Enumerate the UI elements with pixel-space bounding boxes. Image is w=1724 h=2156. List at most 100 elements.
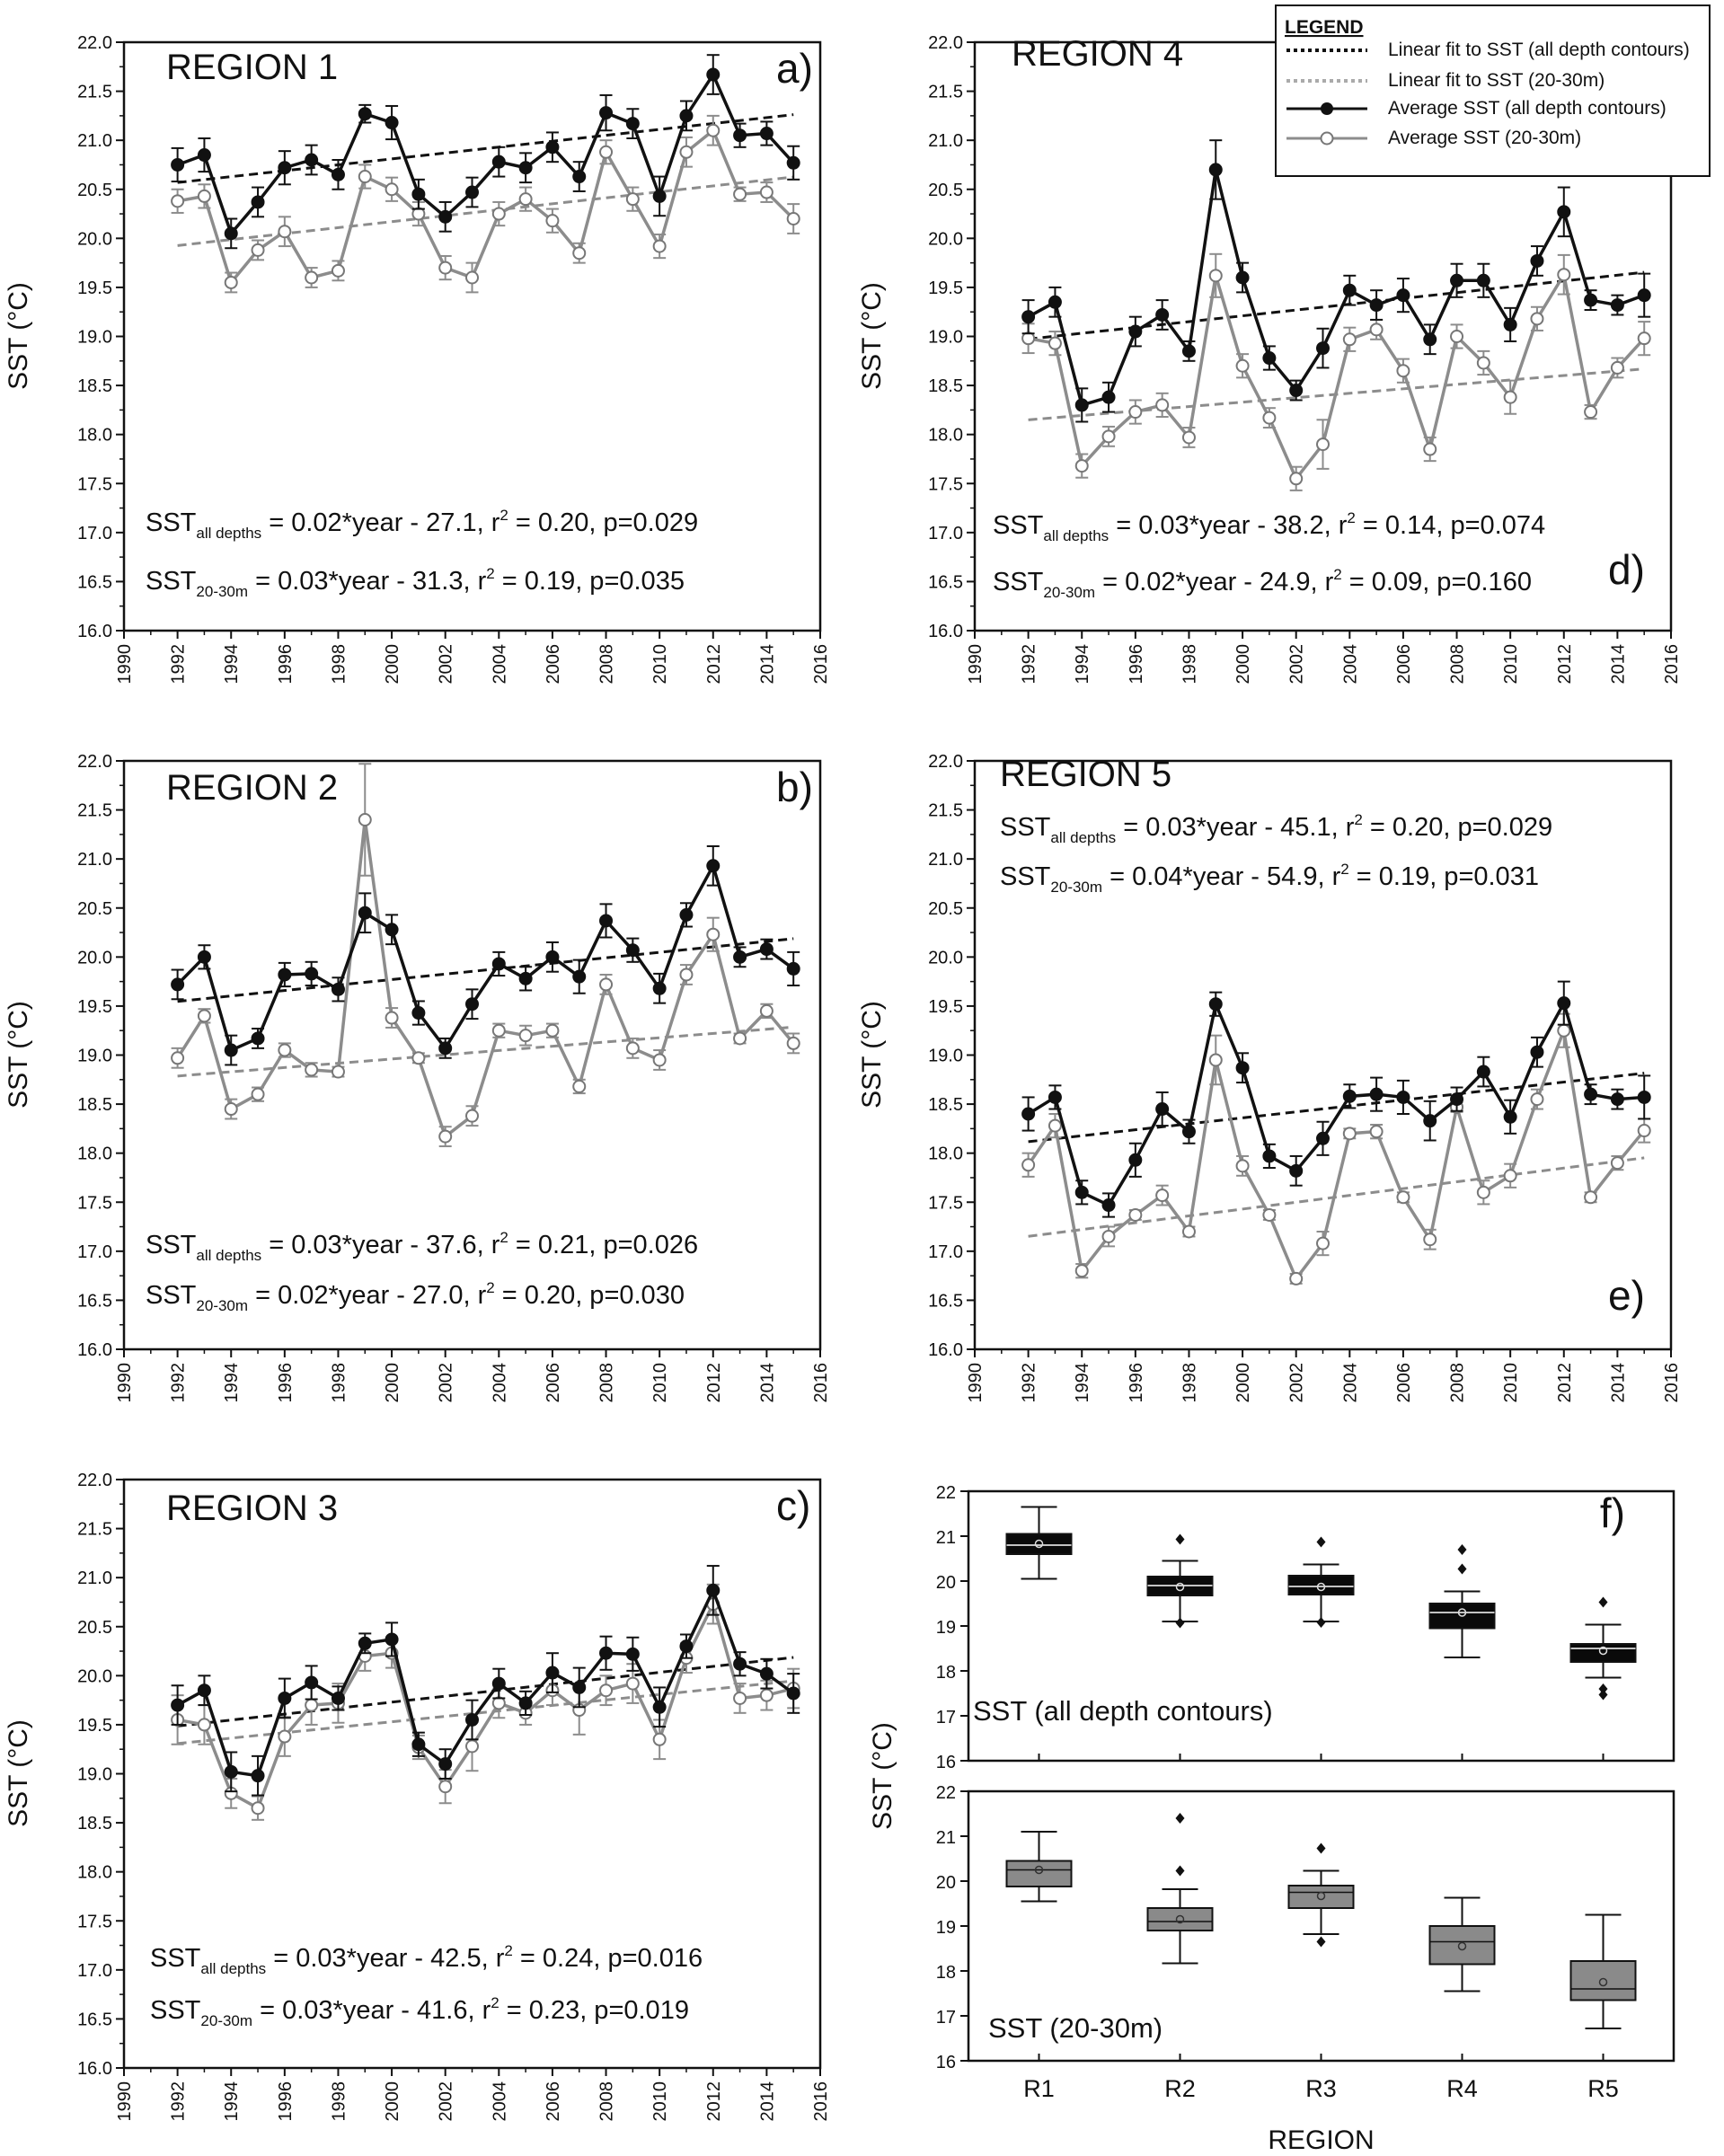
y-tick-label: 20.5 [928, 899, 963, 919]
x-tick-label: 2016 [1662, 1363, 1682, 1403]
y-tick-label: 20 [936, 1873, 956, 1893]
fit-line-all-depths [1028, 1072, 1645, 1144]
y-tick-label: 16.0 [928, 1340, 963, 1360]
region-title: REGION 5 [1000, 755, 1171, 794]
legend-swatch-marker [1321, 102, 1333, 115]
region-title: REGION 1 [166, 48, 338, 87]
x-tick-label: 2000 [1233, 644, 1253, 685]
eq-subscript: 20-30m [196, 583, 248, 600]
legend-entry: Linear fit to SST (20-30m) [1286, 70, 1605, 91]
point-all-depths [251, 1031, 265, 1046]
y-tick-label: 18 [936, 1963, 956, 1983]
point-20-30m [197, 1009, 211, 1023]
y-tick-label: 16 [936, 1753, 956, 1772]
equation-20-30m: SST20-30m = 0.02*year - 27.0, r2 = 0.20,… [146, 1279, 685, 1314]
y-tick-label: 19.5 [928, 997, 963, 1017]
eq-text: = 0.04*year - 54.9, r [1102, 862, 1341, 891]
y-tick-label: 19.0 [928, 328, 963, 348]
point-all-depths [1181, 1125, 1196, 1139]
legend-title: LEGEND [1285, 17, 1364, 38]
eq-text: = 0.03*year - 45.1, r [1116, 813, 1355, 842]
point-all-depths [1316, 1131, 1330, 1145]
x-tick-label: 2016 [811, 2081, 831, 2122]
outlier-marker [1457, 1563, 1467, 1575]
point-20-30m [1396, 1190, 1410, 1205]
box-subplot-all-depths: 16 17 18 19 20 21 22 SST (all depth contours) [936, 1483, 1675, 1772]
x-tick-label: 1992 [169, 2081, 189, 2122]
x-tick-label: 2010 [650, 2081, 670, 2122]
x-tick-label: 1994 [1073, 1363, 1092, 1403]
y-tick-label: 18.5 [928, 1095, 963, 1115]
eq-base: SST [146, 1231, 197, 1259]
point-all-depths [1289, 1163, 1304, 1178]
point-20-30m [759, 1688, 774, 1702]
point-all-depths [171, 977, 185, 992]
point-all-depths [305, 1675, 319, 1690]
y-tick-label: 17.0 [77, 1961, 112, 1981]
x-tick-label: 1990 [115, 1363, 135, 1403]
x-tick-label: 2004 [1340, 1363, 1360, 1403]
panel-d: 16.0 16.5 17.0 17.5 18.0 18.5 19.0 19.5 20.0 20.5… [857, 33, 1682, 685]
y-tick-label: 18 [936, 1663, 956, 1683]
legend-box [1275, 4, 1711, 177]
series-line-all-depths [1027, 998, 1645, 1207]
point-all-depths [1584, 293, 1598, 307]
point-all-depths [411, 1006, 426, 1021]
panel-e: 16.0 16.5 17.0 17.5 18.0 18.5 19.0 19.5 20.0 20.5… [857, 752, 1682, 1403]
y-tick-label: 16.5 [77, 572, 112, 592]
point-all-depths [278, 968, 292, 982]
eq-text: = 0.03*year - 37.6, r [261, 1231, 500, 1259]
x-tick-label: 1990 [966, 644, 986, 685]
point-20-30m [1316, 437, 1330, 452]
y-tick-label: 21 [936, 1828, 956, 1848]
point-20-30m [1181, 430, 1196, 445]
mean-marker [1175, 1914, 1185, 1924]
point-all-depths [733, 1657, 747, 1671]
point-all-depths [625, 943, 640, 958]
point-all-depths [518, 1696, 533, 1710]
point-20-30m [1610, 360, 1624, 375]
point-20-30m [1289, 1271, 1304, 1286]
point-all-depths [1316, 341, 1330, 356]
x-tick-label: 1994 [222, 644, 242, 685]
eq-superscript: 2 [500, 1229, 508, 1246]
point-all-depths [625, 1647, 640, 1661]
eq-superscript: 2 [504, 1942, 512, 1959]
y-tick-label: 20.0 [928, 948, 963, 968]
y-tick-label: 16.0 [77, 2059, 112, 2079]
point-all-depths [518, 971, 533, 985]
x-tick-label: 2002 [1287, 1363, 1307, 1403]
y-tick-label: 19.5 [928, 278, 963, 298]
y-tick-label: 17 [936, 1708, 956, 1727]
y-axis-label: SST (°C) [857, 282, 887, 390]
point-all-depths [278, 161, 292, 175]
point-20-30m [251, 1087, 265, 1101]
x-tick-label: 2006 [544, 2081, 563, 2122]
x-tick-label: 2012 [704, 644, 724, 685]
y-tick-label: 16.5 [928, 1291, 963, 1311]
point-all-depths [572, 170, 587, 184]
eq-text: = 0.19, p=0.031 [1349, 862, 1539, 891]
equation-all-depths: SSTall depths = 0.03*year - 38.2, r2 = 0… [993, 509, 1545, 544]
x-tick-label: 2016 [811, 1363, 831, 1403]
eq-text: = 0.19, p=0.035 [495, 567, 685, 596]
y-tick-label: 16.5 [77, 2010, 112, 2029]
point-all-depths [786, 1686, 800, 1701]
point-20-30m [465, 1739, 479, 1754]
x-tick-label: 1998 [329, 2081, 349, 2122]
y-tick-label: 16.0 [77, 1340, 112, 1360]
point-20-30m [733, 1691, 747, 1705]
eq-superscript: 2 [486, 565, 494, 582]
point-20-30m [1155, 398, 1170, 412]
point-20-30m [679, 145, 694, 159]
x-tick-label: 2004 [1340, 644, 1360, 685]
eq-superscript: 2 [500, 507, 508, 524]
equation-20-30m: SST20-30m = 0.02*year - 24.9, r2 = 0.09,… [993, 566, 1532, 601]
y-tick-label: 21.0 [77, 850, 112, 870]
x-tick-label: 2004 [490, 1363, 509, 1403]
point-all-depths [438, 1041, 453, 1056]
point-all-depths [1048, 1090, 1062, 1104]
eq-base: SST [146, 567, 197, 596]
